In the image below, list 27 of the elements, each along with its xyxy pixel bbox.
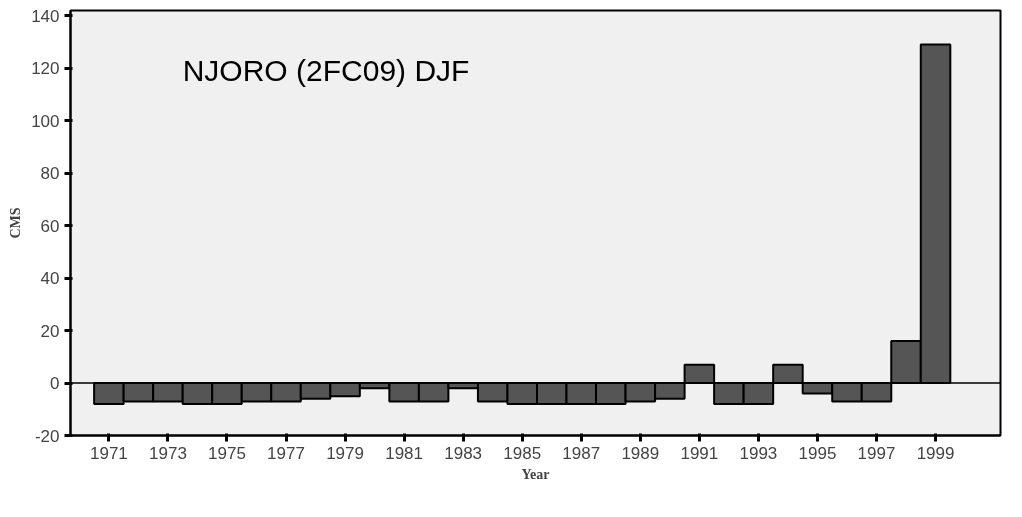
y-tick-label: 20 bbox=[40, 321, 60, 341]
x-axis-title: Year bbox=[521, 466, 550, 482]
x-tick-label: 1973 bbox=[149, 443, 187, 463]
text: NJORO (2FC09) DJF bbox=[182, 53, 470, 87]
x-tick-label: 1971 bbox=[89, 443, 128, 463]
y-tick-label: 40 bbox=[40, 269, 60, 289]
x-tick-label: 1987 bbox=[562, 443, 601, 463]
y-tick-label: 0 bbox=[50, 374, 60, 394]
y-axis-title: CMS bbox=[8, 207, 24, 239]
x-tick-label: 1995 bbox=[798, 443, 837, 463]
x-tick-label: 1993 bbox=[739, 443, 778, 463]
y-tick-label: 120 bbox=[31, 59, 60, 79]
x-tick-label: 1999 bbox=[916, 443, 955, 463]
y-tick-label: -20 bbox=[34, 426, 60, 446]
x-tick-label: 1989 bbox=[621, 443, 660, 463]
y-tick-label: 80 bbox=[40, 164, 60, 184]
x-tick-label: 1977 bbox=[267, 443, 305, 463]
y-tick-label: 60 bbox=[40, 216, 60, 236]
x-tick-label: 1975 bbox=[208, 443, 246, 463]
x-tick-label: 1991 bbox=[680, 443, 719, 463]
x-tick-label: 1981 bbox=[385, 443, 424, 463]
x-tick-label: 1979 bbox=[326, 443, 364, 463]
y-tick-label: 140 bbox=[31, 6, 60, 26]
x-tick-label: 1997 bbox=[857, 443, 896, 463]
y-tick-label: 100 bbox=[31, 111, 60, 131]
x-tick-label: 1985 bbox=[503, 443, 542, 463]
x-tick-label: 1983 bbox=[444, 443, 483, 463]
